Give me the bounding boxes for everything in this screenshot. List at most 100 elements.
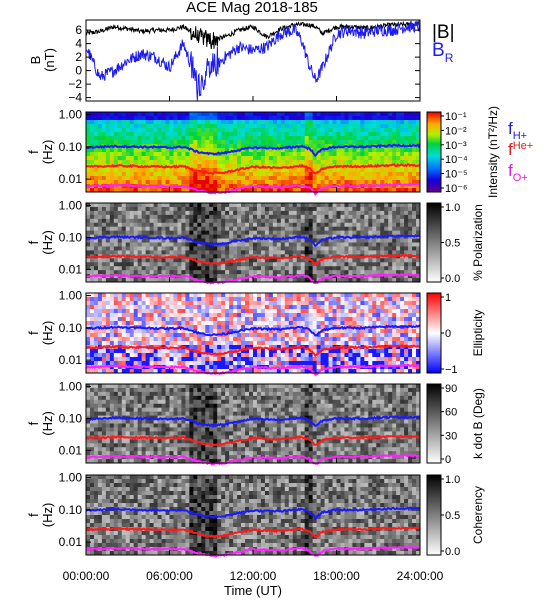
freq-tick-label: 0.01 [59, 535, 83, 549]
spectrogram-kdotb [86, 384, 421, 464]
freq-tick-label: 0.10 [59, 230, 83, 244]
freq-tick-label: 1.00 [59, 199, 83, 213]
colorbar-ellipticity [426, 292, 442, 374]
panel1-ytick-label: 6 [75, 23, 82, 37]
colorbar-kdotb [426, 383, 442, 464]
panel1-ytick-label: 4 [75, 37, 82, 51]
gyro-hplus-line [85, 143, 421, 158]
xaxis-label: Time (UT) [224, 583, 282, 598]
colorbar-coherency [426, 474, 442, 556]
colorbar-tick-label: 0.0 [445, 273, 460, 285]
time-axis: 00:00:00 06:00:00 12:00:00 18:00:00 24:00:00 [63, 569, 444, 583]
freq-yunit: (Hz) [40, 503, 55, 528]
spectrogram-intensity [86, 112, 421, 193]
freq-tick-label: 1.00 [59, 289, 83, 303]
freq-tick-label: 1.00 [59, 108, 83, 122]
colorbar-tick-label: 0.5 [445, 510, 460, 522]
panel-ellipticity: 1.00 0.10 0.01 f (Hz) 1 0 −1 Ellipticity [26, 289, 485, 376]
gyro-hplus-line [86, 324, 420, 337]
colorbar-tick-label: 1 [445, 292, 451, 304]
series-btot-line [85, 20, 421, 49]
spectrogram-polarization [86, 203, 421, 283]
panel1-ytick-label: 0 [75, 64, 82, 78]
freq-ylabel: f [26, 331, 41, 335]
freq-tick-label: 1.00 [59, 380, 83, 394]
gyro-hplus-line [85, 234, 421, 248]
colorbar-tick-label: 0.5 [445, 238, 460, 250]
time-tick-label: 06:00:00 [146, 569, 193, 583]
series-br-line [85, 19, 421, 101]
legend-f-hplus: fH+ [508, 119, 527, 142]
colorbar-tick-label: 1.0 [445, 474, 460, 486]
gyro-oplus-line [85, 363, 421, 376]
gyro-oplus-line [85, 545, 421, 558]
time-tick-label: 12:00:00 [230, 569, 277, 583]
freq-tick-label: 0.01 [59, 262, 83, 276]
colorbar-tick-label: 10⁻² [445, 125, 467, 137]
colorbar-tick-label: 0 [445, 328, 451, 340]
gyro-hplus-line [85, 414, 421, 428]
legend-f-heplus: fHe+ [508, 140, 533, 159]
gyro-heplus-line [85, 344, 421, 358]
colorbar-tick-label: 1.0 [445, 202, 460, 214]
colorbar-tick-label: 10⁻⁴ [445, 154, 468, 166]
colorbar-polarization [426, 202, 442, 283]
spectrogram-ellipticity [86, 293, 421, 374]
gyro-hplus-line [85, 506, 421, 521]
time-tick-label: 24:00:00 [397, 569, 444, 583]
freq-tick-label: 0.10 [59, 411, 83, 425]
freq-ylabel: f [26, 150, 41, 154]
panel1-ytick-label: 2 [75, 50, 82, 64]
panel-polarization: 1.00 0.10 0.01 f (Hz) 1.0 0.5 0.0 % Polarization [26, 199, 485, 285]
legend-f-oplus: fO+ [508, 161, 528, 184]
time-tick-label: 18:00:00 [313, 569, 360, 583]
freq-tick-label: 0.10 [59, 140, 83, 154]
colorbar-tick-label: 0.0 [445, 546, 460, 558]
freq-tick-label: 0.01 [59, 443, 83, 457]
colorbar-tick-label: 60 [445, 407, 457, 419]
panel1-yunit: (nT) [42, 48, 57, 72]
gyro-legend: fH+ fHe+ fO+ [508, 119, 533, 184]
colorbar-label: Coherency [471, 486, 485, 544]
freq-yunit: (Hz) [40, 230, 55, 255]
time-tick-label: 00:00:00 [63, 569, 110, 583]
colorbar-label: Intensity (nT²/Hz) [486, 106, 500, 198]
freq-yunit: (Hz) [40, 411, 55, 436]
colorbar-tick-label: 10⁻⁵ [445, 169, 468, 181]
freq-yunit: (Hz) [40, 140, 55, 165]
freq-ylabel: f [26, 421, 41, 425]
gyro-heplus-line [85, 526, 421, 539]
legend-br: BR [432, 40, 454, 65]
freq-tick-label: 0.01 [59, 353, 83, 367]
colorbar-tick-label: 10⁻¹ [445, 111, 467, 123]
colorbar-label: Ellipticity [471, 310, 485, 357]
colorbar-tick-label: 90 [445, 383, 457, 395]
panel1-ylabel: B [28, 56, 43, 65]
colorbar-label: k dot B (Deg) [471, 388, 485, 459]
panel1-ytick-label: −4 [68, 91, 82, 105]
panel-coherency: 1.00 0.10 0.01 f (Hz) 1.0 0.5 0.0 Coherency [26, 471, 485, 558]
spectrogram-coherency [86, 475, 421, 556]
colorbar-tick-label: 10⁻⁶ [445, 183, 468, 195]
colorbar-label: % Polarization [471, 204, 485, 281]
gyro-oplus-line [85, 182, 421, 197]
freq-ylabel: f [26, 513, 41, 517]
freq-tick-label: 0.10 [59, 321, 83, 335]
colorbar-tick-label: 0 [445, 454, 451, 466]
legend-btot: |B| [432, 22, 455, 43]
gyro-heplus-line [85, 434, 421, 447]
colorbar-intensity [426, 111, 442, 193]
freq-tick-label: 1.00 [59, 471, 83, 485]
panel-intensity: 1.00 0.10 0.01 f (Hz) 10⁻¹ 10⁻² 10⁻³ 10⁻⁴ 10⁻⁵ 10⁻… [26, 106, 500, 198]
gyro-heplus-line [85, 163, 421, 176]
colorbar-tick-label: −1 [445, 364, 458, 376]
gyro-heplus-line [85, 253, 421, 266]
colorbar-tick-label: 10⁻³ [445, 140, 467, 152]
panel1-ytick-label: −2 [68, 77, 82, 91]
freq-yunit: (Hz) [40, 321, 55, 346]
freq-tick-label: 0.10 [59, 503, 83, 517]
panel-kdotb: 1.00 0.10 0.01 f (Hz) 90 60 30 0 k dot B (Deg) [26, 380, 485, 466]
freq-tick-label: 0.01 [59, 172, 83, 186]
